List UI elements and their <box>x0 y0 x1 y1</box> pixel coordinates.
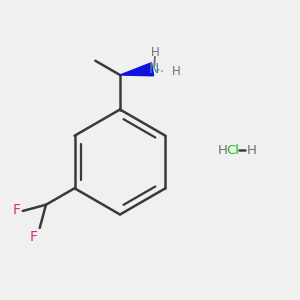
Text: H: H <box>247 143 257 157</box>
Text: F: F <box>12 203 20 218</box>
Text: H: H <box>172 65 180 78</box>
Text: F: F <box>29 230 37 244</box>
Text: H: H <box>151 46 159 59</box>
Text: Cl: Cl <box>226 143 239 157</box>
Polygon shape <box>120 63 154 76</box>
Text: H: H <box>218 143 227 157</box>
Text: N: N <box>149 62 160 76</box>
